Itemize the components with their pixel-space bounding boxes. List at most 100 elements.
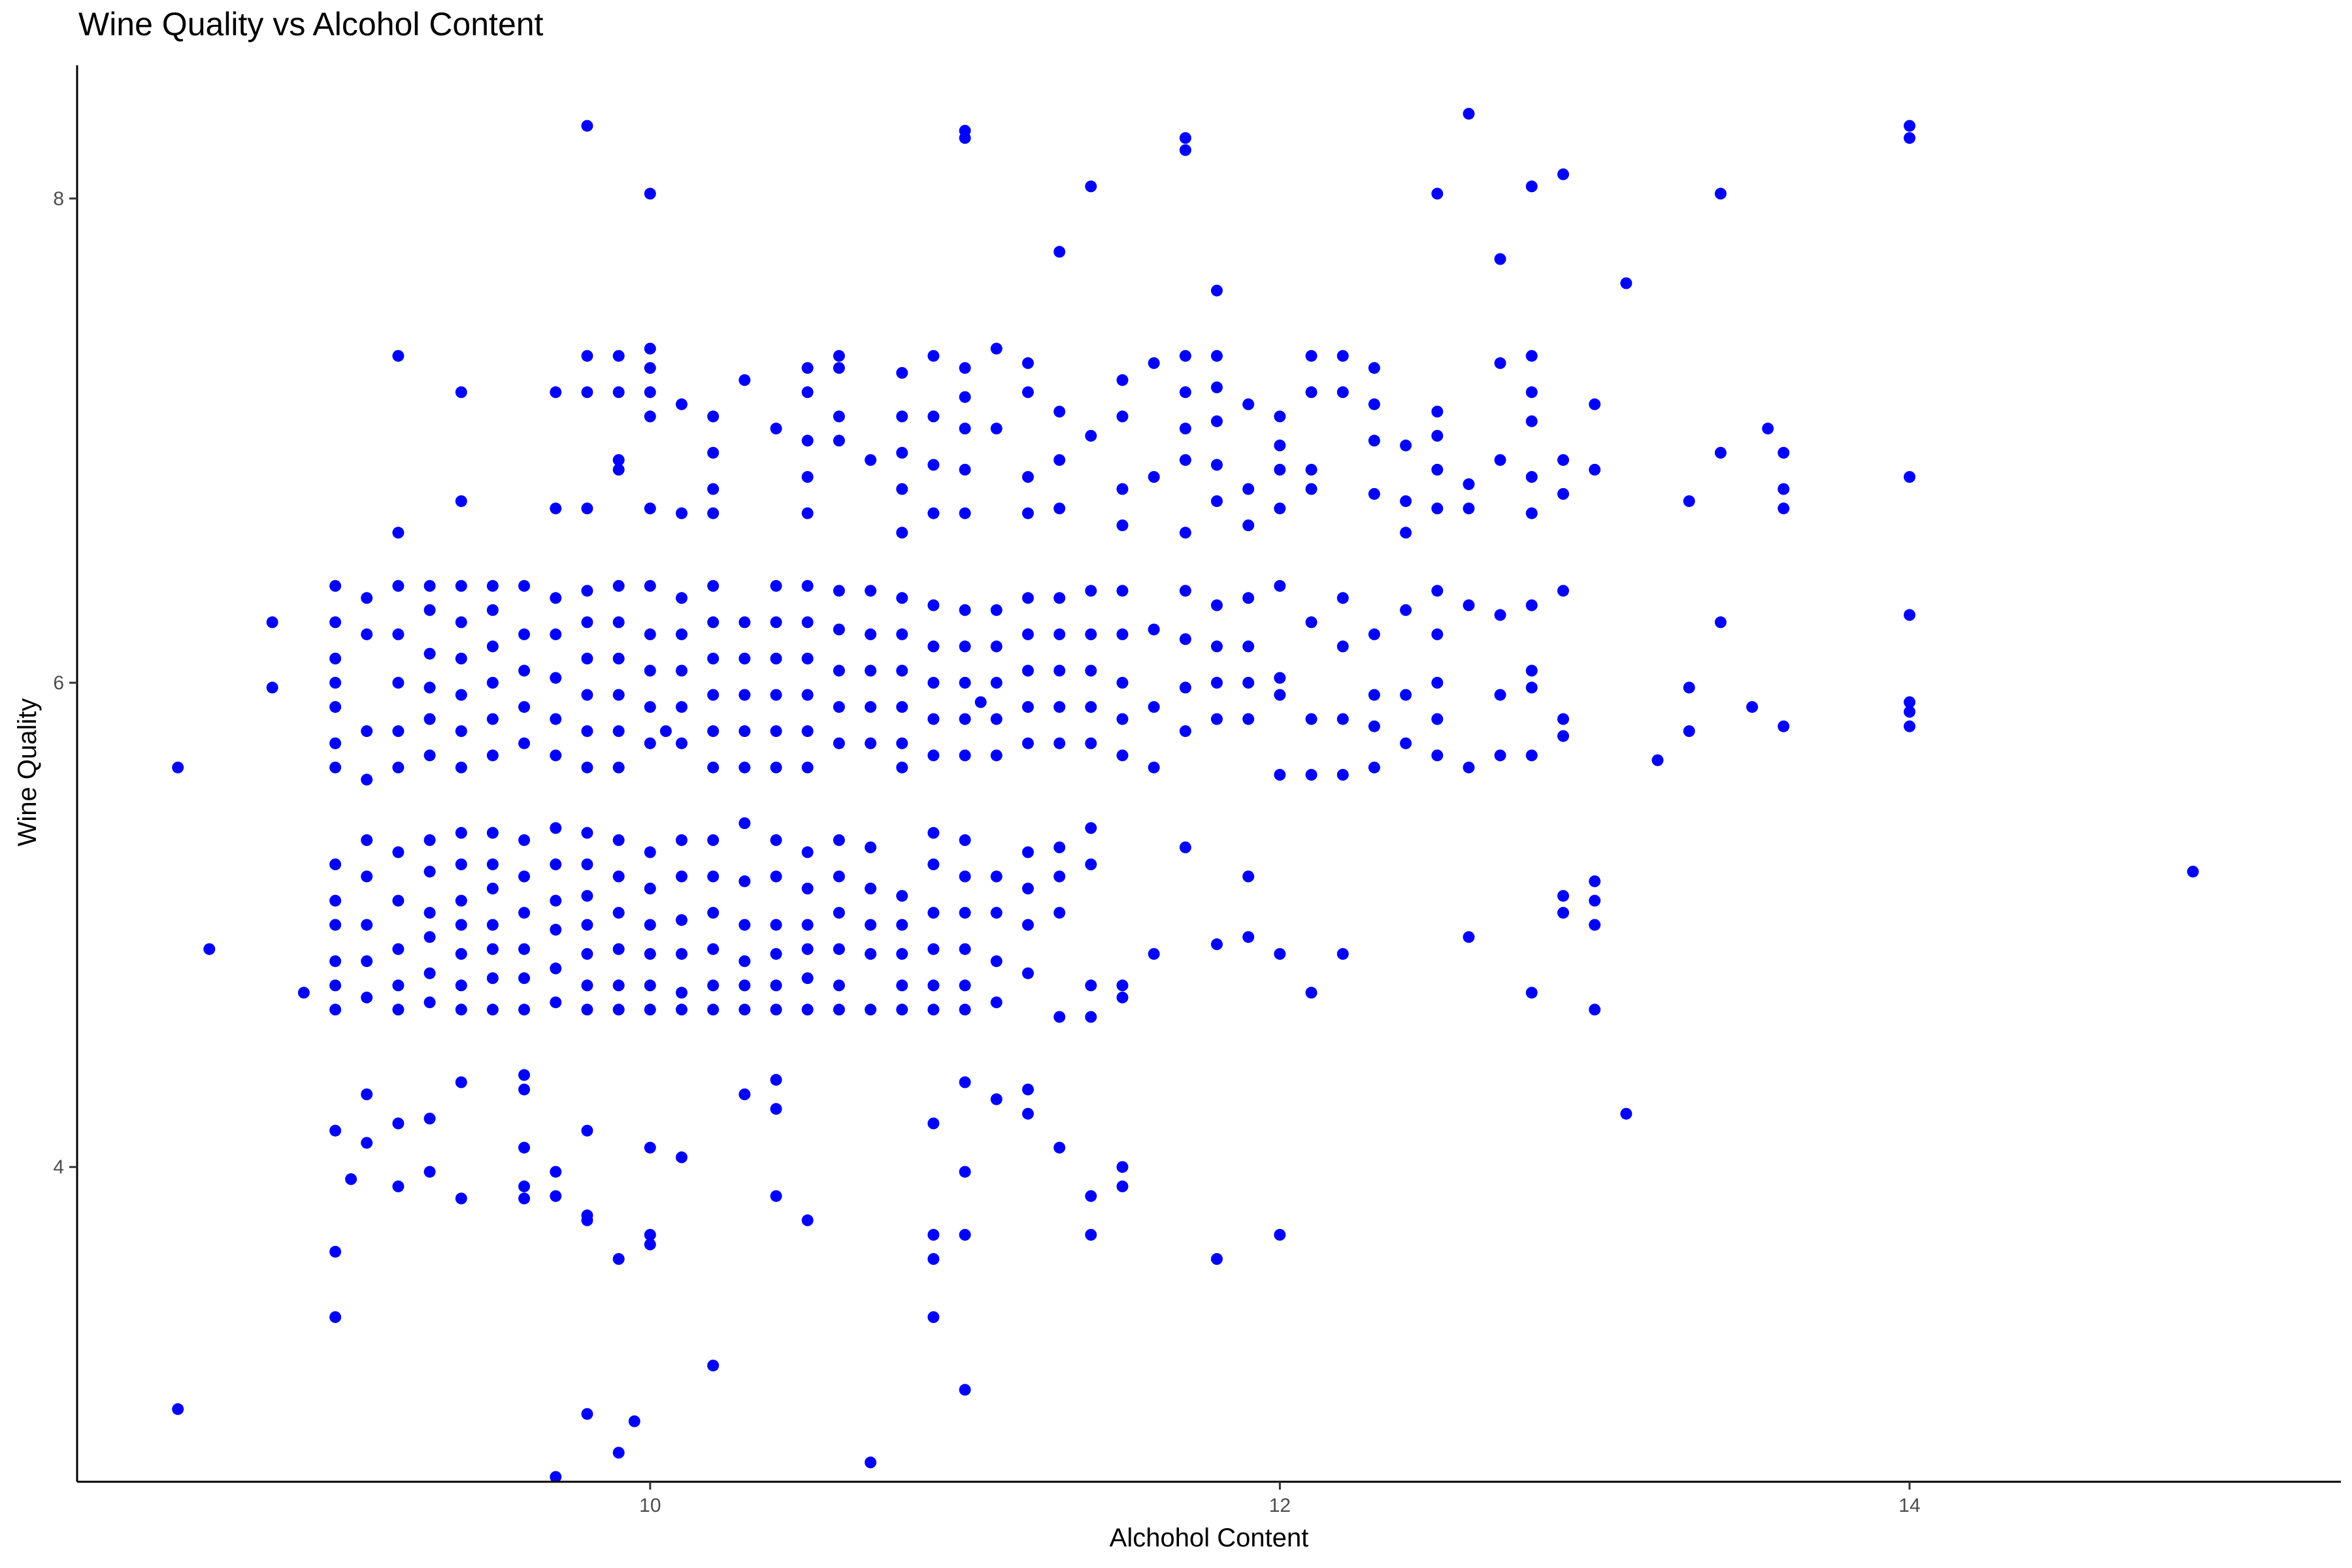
data-point (927, 858, 940, 870)
data-point (1148, 623, 1160, 636)
data-point (644, 948, 656, 960)
data-point (738, 817, 751, 829)
data-point (550, 858, 562, 870)
data-point (990, 713, 1002, 725)
data-point (801, 761, 814, 774)
data-point (423, 1113, 436, 1125)
data-point (1557, 907, 1569, 919)
data-point (1179, 350, 1191, 362)
data-point (738, 1004, 751, 1016)
data-point (455, 894, 467, 907)
data-point (1179, 144, 1191, 156)
data-point (329, 653, 342, 664)
data-point (1022, 386, 1034, 399)
data-point (644, 1229, 656, 1241)
data-point (423, 1166, 436, 1178)
data-point (959, 943, 971, 955)
data-point (1305, 616, 1317, 629)
data-point (612, 454, 625, 466)
data-point (550, 1190, 562, 1202)
data-point (1211, 495, 1223, 508)
data-point (1368, 720, 1380, 732)
data-point (1242, 519, 1255, 532)
data-point (172, 1403, 184, 1415)
data-point (550, 1166, 562, 1178)
data-point (329, 616, 342, 629)
data-point (329, 580, 342, 592)
data-point (801, 507, 814, 519)
data-point (1116, 1161, 1129, 1173)
data-point (423, 713, 436, 725)
data-point (581, 585, 593, 597)
data-point (644, 1141, 656, 1154)
data-point (361, 919, 373, 931)
data-point (1085, 180, 1097, 193)
data-point (1242, 640, 1255, 653)
data-point (1305, 386, 1317, 399)
data-point (833, 350, 845, 362)
x-tick-label: 12 (1269, 1495, 1291, 1516)
data-point (1085, 737, 1097, 749)
data-point (518, 628, 531, 640)
data-point (203, 943, 216, 955)
data-point (1494, 253, 1506, 265)
data-point (1053, 1141, 1066, 1154)
data-point (1085, 585, 1097, 597)
data-point (801, 1214, 814, 1226)
data-point (707, 943, 720, 955)
data-point (676, 834, 687, 846)
data-point (392, 943, 405, 955)
data-point (644, 1004, 656, 1016)
data-point (361, 592, 373, 604)
data-point (707, 725, 720, 738)
data-point (1368, 488, 1380, 500)
data-point (1431, 628, 1444, 640)
data-point (1116, 713, 1129, 725)
data-point (581, 689, 593, 701)
data-point (581, 826, 593, 839)
data-point (644, 883, 656, 894)
data-point (550, 962, 562, 975)
data-point (455, 919, 467, 931)
data-point (959, 1384, 971, 1396)
data-point (990, 640, 1002, 653)
x-ticks: 10 12 14 (639, 1482, 1921, 1516)
data-point (455, 1076, 467, 1088)
data-point (266, 681, 278, 694)
data-point (1053, 841, 1066, 853)
data-point (518, 907, 531, 919)
data-point (676, 398, 687, 410)
data-point (1336, 386, 1349, 399)
data-point (801, 434, 814, 447)
data-point (581, 1408, 593, 1420)
data-point (896, 890, 908, 902)
data-point (612, 1446, 625, 1459)
data-point (518, 737, 531, 749)
data-point (644, 846, 656, 858)
data-point (1211, 677, 1223, 689)
data-point (1022, 846, 1034, 858)
data-point (738, 616, 751, 629)
data-point (1305, 350, 1317, 362)
data-point (1305, 463, 1317, 476)
data-point (1368, 362, 1380, 374)
data-point (833, 943, 845, 955)
data-point (865, 585, 877, 597)
data-point (1211, 459, 1223, 471)
data-point (974, 696, 987, 708)
data-point (1620, 1107, 1632, 1120)
data-point (1368, 434, 1380, 447)
data-point (486, 943, 499, 955)
data-point (612, 463, 625, 476)
data-point (959, 749, 971, 762)
data-point (959, 1229, 971, 1241)
data-point (990, 870, 1002, 883)
data-point (927, 677, 940, 689)
data-point (361, 1137, 373, 1149)
data-point (865, 1004, 877, 1016)
data-point (392, 677, 405, 689)
data-point (1904, 132, 1915, 144)
data-point (1400, 689, 1412, 701)
data-point (518, 1192, 531, 1205)
data-point (990, 604, 1002, 616)
